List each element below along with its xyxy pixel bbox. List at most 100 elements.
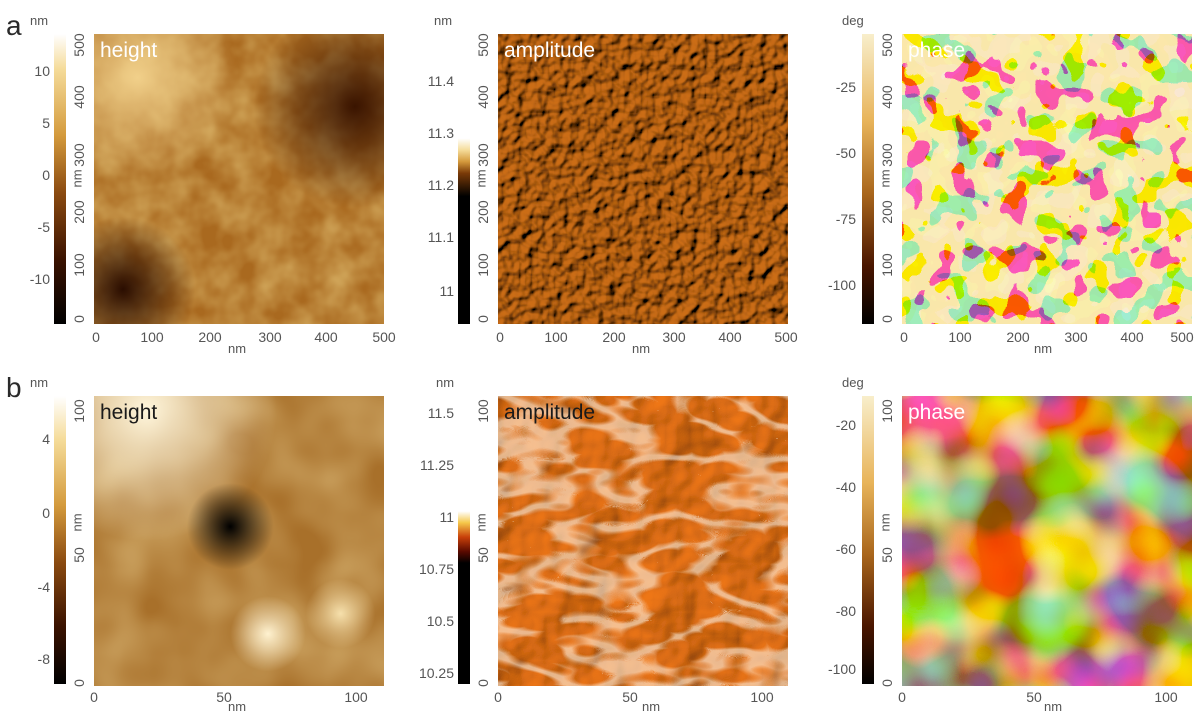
y-tick: 50 [879, 547, 895, 563]
y-tick: 200 [71, 200, 87, 224]
colorbar-tick: 5 [42, 115, 50, 131]
colorbar-tick: 0 [42, 167, 50, 183]
x-tick: 0 [92, 329, 100, 345]
colorbar-tick: 0 [42, 505, 50, 521]
row-label-b: b [6, 372, 22, 403]
x-axis-unit: nm [642, 699, 661, 714]
y-tick: 400 [71, 85, 87, 109]
x-tick: 50 [622, 689, 638, 705]
y-tick: 100 [475, 253, 491, 277]
colorbar-tick: 11.5 [427, 405, 454, 421]
colorbar-tick: -50 [835, 145, 856, 161]
colorbar-unit: nm [30, 13, 49, 28]
panel-label-height: height [100, 39, 158, 62]
colorbar-unit: nm [30, 375, 49, 390]
y-axis-unit: nm [473, 169, 489, 188]
colorbar-tick: -4 [37, 579, 50, 595]
colorbar [54, 34, 66, 324]
afm-phase-image: phase [902, 34, 1192, 324]
x-tick: 500 [372, 329, 396, 345]
panel-label-height: height [100, 401, 158, 424]
x-tick: 0 [90, 689, 98, 705]
colorbar-tick: 10.5 [426, 613, 454, 629]
colorbar-tick: -25 [835, 79, 856, 95]
y-tick: 100 [71, 253, 87, 277]
x-tick: 0 [898, 689, 906, 705]
colorbar-tick: 11 [439, 509, 454, 525]
x-tick: 0 [900, 329, 908, 345]
y-tick: 500 [879, 33, 895, 57]
colorbar-tick: -5 [37, 219, 50, 235]
x-tick: 100 [544, 329, 568, 345]
colorbar-tick: 11.3 [427, 125, 454, 141]
colorbar [862, 396, 874, 684]
colorbar-tick: -80 [835, 603, 856, 619]
x-tick: 100 [344, 689, 368, 705]
x-tick: 200 [198, 329, 222, 345]
colorbar-tick: 11.4 [427, 73, 454, 89]
x-tick: 0 [494, 689, 502, 705]
y-axis-unit: nm [69, 169, 85, 188]
x-tick: 100 [140, 329, 164, 345]
x-tick: 400 [1120, 329, 1144, 345]
colorbar-tick: -40 [835, 479, 856, 495]
colorbar-tick: 10.75 [418, 561, 454, 577]
x-axis-unit: nm [1034, 341, 1053, 356]
x-tick: 100 [750, 689, 774, 705]
y-axis-unit: nm [877, 513, 893, 532]
y-tick: 50 [71, 547, 87, 563]
y-axis-unit: nm [69, 513, 85, 532]
colorbar [458, 34, 470, 324]
colorbar-tick: -60 [835, 541, 856, 557]
y-tick: 200 [475, 200, 491, 224]
y-tick: 50 [475, 547, 491, 563]
x-axis-unit: nm [228, 341, 247, 356]
colorbar-tick: -10 [29, 271, 50, 287]
x-tick: 0 [496, 329, 504, 345]
x-tick: 300 [258, 329, 282, 345]
colorbar-tick: -100 [827, 277, 856, 293]
afm-amplitude-image: amplitude [498, 396, 788, 686]
panel-label-amplitude: amplitude [504, 401, 596, 424]
x-tick: 200 [602, 329, 626, 345]
x-tick: 100 [1154, 689, 1178, 705]
colorbar [458, 396, 470, 684]
colorbar-tick: 11 [439, 283, 454, 299]
y-tick: 400 [475, 85, 491, 109]
colorbar-tick: 11.25 [420, 457, 454, 473]
x-tick: 500 [1170, 329, 1194, 345]
x-tick: 500 [774, 329, 798, 345]
y-tick: 100 [71, 399, 87, 423]
colorbar-unit: deg [842, 13, 864, 28]
x-tick: 50 [1026, 689, 1042, 705]
panel-label-phase: phase [908, 401, 966, 424]
afm-phase-image: phase [902, 396, 1192, 686]
colorbar-tick: 10 [34, 63, 50, 79]
colorbar-tick: 10.25 [418, 665, 454, 681]
y-tick: 100 [879, 253, 895, 277]
afm-amplitude-image: amplitude [498, 34, 788, 324]
x-tick: 400 [718, 329, 742, 345]
y-tick: 500 [475, 33, 491, 57]
colorbar-tick: -8 [37, 651, 50, 667]
colorbar-tick: -20 [835, 417, 856, 433]
y-axis-unit: nm [877, 169, 893, 188]
colorbar-unit: nm [436, 375, 455, 390]
x-tick: 200 [1006, 329, 1030, 345]
colorbar-tick: -75 [835, 211, 856, 227]
y-tick: 100 [879, 399, 895, 423]
colorbar [862, 34, 874, 324]
y-tick: 500 [71, 33, 87, 57]
y-tick: 200 [879, 200, 895, 224]
colorbar-tick: 4 [42, 431, 50, 447]
row-label-a: a [6, 10, 22, 41]
y-tick: 100 [475, 399, 491, 423]
colorbar-tick: 11.2 [427, 177, 454, 193]
x-tick: 50 [216, 689, 232, 705]
y-axis-unit: nm [473, 513, 489, 532]
x-axis-unit: nm [632, 341, 651, 356]
x-tick: 300 [1064, 329, 1088, 345]
colorbar-tick: 11.1 [427, 229, 454, 245]
afm-height-image: height [94, 34, 384, 324]
colorbar [54, 396, 66, 684]
